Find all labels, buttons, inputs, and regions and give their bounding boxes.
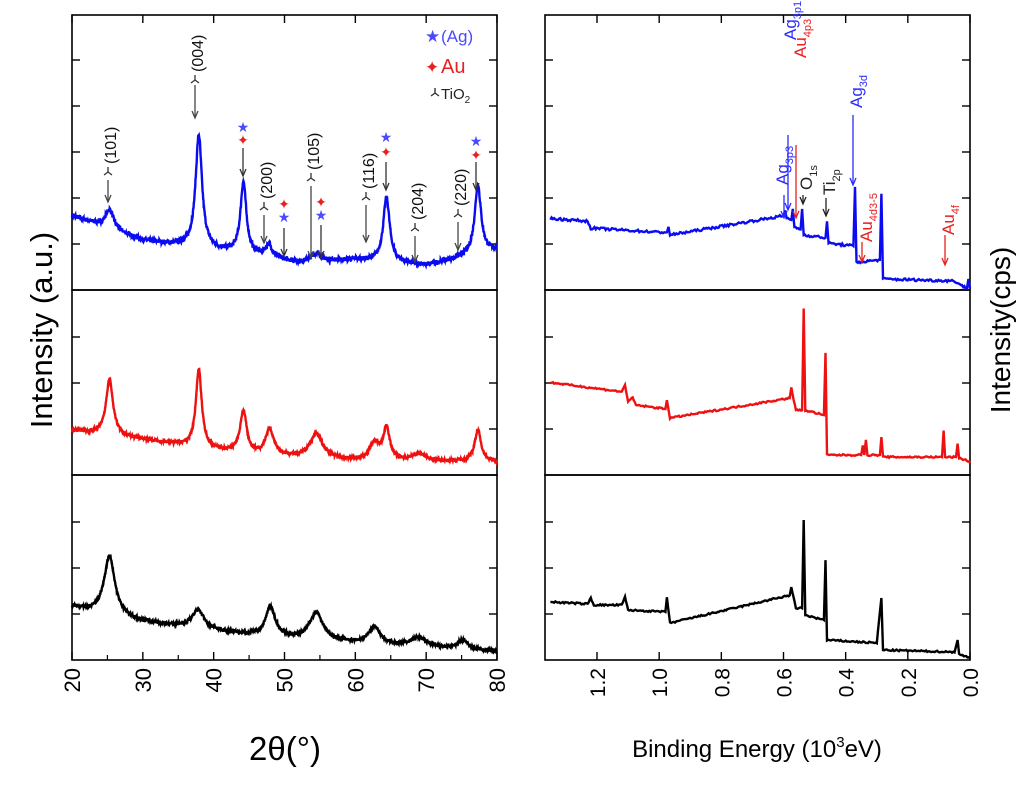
arrow-head xyxy=(858,254,866,264)
xps-peak-label: Ag3d xyxy=(847,75,870,108)
arrow-head xyxy=(799,196,807,206)
x-tick-label: 1.0 xyxy=(649,668,672,697)
plane-label: (116) xyxy=(361,153,378,189)
tio2-marker-icon xyxy=(259,202,269,211)
plane-label: (101) xyxy=(103,127,120,164)
left-x-axis-label: 2θ(°) xyxy=(249,730,321,767)
plane-label: (220) xyxy=(453,169,470,206)
au-star-icon: ✦ xyxy=(315,194,327,210)
au-star-icon: ✦ xyxy=(470,147,482,163)
arrow-head xyxy=(472,182,480,192)
ag-star-icon: ★ xyxy=(470,133,483,149)
x-tick-label: 1.2 xyxy=(587,668,610,697)
ag-star-icon: ★ xyxy=(278,209,291,225)
xps-peak-label: Ti2p xyxy=(820,169,843,195)
curves xyxy=(70,131,972,660)
legend-ag-label: (Ag) xyxy=(441,27,473,46)
legend-tio2-label: TiO2 xyxy=(441,86,471,106)
x-tick-label: 40 xyxy=(202,668,227,692)
arrow-head xyxy=(411,254,419,264)
legend-au-label: Au xyxy=(441,56,465,78)
arrow-head xyxy=(792,210,800,220)
x-tick-label: 30 xyxy=(131,668,156,692)
right-x-axis-label: Binding Energy (103eV) xyxy=(632,734,882,763)
xrd-curve-black xyxy=(70,554,498,655)
arrow-head xyxy=(260,235,268,245)
panel-frame xyxy=(544,289,971,476)
arrow-head xyxy=(362,234,370,244)
ag-star-icon: ★ xyxy=(237,119,250,135)
plane-label: (105) xyxy=(306,133,323,170)
arrow-head xyxy=(280,248,288,258)
ag-star-icon: ★ xyxy=(315,207,328,223)
x-tick-label: 60 xyxy=(343,668,368,692)
arrow-head xyxy=(382,182,390,192)
arrow-head xyxy=(784,202,792,212)
x-tick-label: 0.2 xyxy=(898,668,921,697)
x-tick-label: 0.0 xyxy=(960,668,983,697)
arrow-head xyxy=(239,168,247,178)
x-tick-label: 0.8 xyxy=(711,668,734,697)
xps-peak-label: Au4p3 xyxy=(791,19,814,58)
xps-peak-label: Au4f xyxy=(939,204,962,235)
arrow-head xyxy=(849,177,857,187)
tick-labels: 20 30 40 50 60 70 80 1.2 1.0 0.8 0.6 0.4 0.2 0.0 xyxy=(60,668,983,698)
au-star-icon: ✦ xyxy=(380,144,392,160)
arrow-head xyxy=(317,250,325,260)
arrow-head xyxy=(941,257,949,267)
panel-frame xyxy=(544,14,971,291)
arrow-head xyxy=(780,210,788,220)
x-tick-label: 0.6 xyxy=(774,668,797,697)
axes-frames xyxy=(71,14,971,661)
au-star-icon: ✦ xyxy=(278,196,290,212)
plane-label: (204) xyxy=(410,183,427,220)
x-tick-label: 50 xyxy=(273,668,298,692)
arrow-head xyxy=(191,110,199,120)
tio2-marker-icon xyxy=(190,75,200,84)
x-tick-label: 0.4 xyxy=(836,668,859,698)
xrd-curve-blue xyxy=(70,131,498,270)
xps-peak-label: O1s xyxy=(797,165,820,190)
arrow-head xyxy=(822,208,830,218)
ag-star-icon: ★ xyxy=(380,129,393,145)
x-tick-label: 20 xyxy=(60,668,85,692)
xps-peak-label: Au4d3-5 xyxy=(857,193,880,242)
left-y-axis-label: Intensity (a.u.) xyxy=(24,232,59,428)
tio2-marker-icon xyxy=(103,167,113,176)
tio2-marker-icon xyxy=(453,209,463,218)
plane-label: (200) xyxy=(259,162,276,199)
xps-peak-label: Ag3p1 xyxy=(781,1,804,40)
x-tick-label: 80 xyxy=(485,668,510,692)
xps-curve-black xyxy=(550,519,971,660)
tio2-marker-icon xyxy=(306,173,316,182)
x-tick-label: 70 xyxy=(414,668,439,692)
tio2-marker-icon xyxy=(361,192,371,201)
legend-tio2-symbol xyxy=(430,88,440,97)
au-star-icon: ✦ xyxy=(237,132,249,148)
panel-frame xyxy=(544,474,971,661)
right-y-axis-label: Intensity(cps) xyxy=(985,247,1016,414)
arrow-head xyxy=(454,242,462,252)
legend-au-symbol: ✦ xyxy=(425,58,439,77)
panel-frame xyxy=(71,289,498,476)
legend: ★ (Ag) ✦ Au TiO2 xyxy=(425,27,473,106)
xrd-curve-red xyxy=(70,367,498,467)
arrow-head xyxy=(307,250,315,260)
annotations: (101)(004)(200)(105)(116)(204) (220)★✦★✦★… xyxy=(103,1,962,267)
plane-label: (004) xyxy=(190,35,207,72)
tio2-marker-icon xyxy=(410,223,420,232)
xps-curve-red xyxy=(550,308,971,464)
legend-ag-symbol: ★ xyxy=(425,27,440,46)
xps-curve-blue xyxy=(549,186,972,290)
arrow-head xyxy=(104,194,112,204)
xps-peak-label: Ag3p3 xyxy=(773,146,796,185)
